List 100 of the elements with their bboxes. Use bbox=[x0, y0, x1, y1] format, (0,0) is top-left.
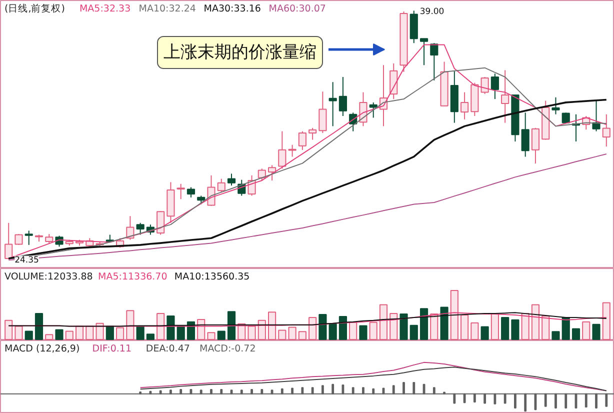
bar bbox=[379, 304, 388, 340]
bar bbox=[14, 326, 23, 340]
candlestick bbox=[217, 178, 226, 193]
bar bbox=[440, 306, 448, 340]
candlestick bbox=[136, 222, 144, 236]
bar bbox=[116, 327, 124, 340]
candlestick bbox=[298, 130, 306, 150]
bar bbox=[4, 320, 13, 340]
bar bbox=[96, 322, 104, 340]
candlestick bbox=[390, 62, 398, 100]
bar bbox=[410, 324, 418, 340]
candlestick bbox=[288, 144, 296, 158]
candlestick bbox=[268, 164, 276, 181]
bar bbox=[572, 328, 580, 340]
bar bbox=[86, 326, 94, 340]
bar bbox=[227, 311, 236, 340]
bar bbox=[126, 310, 134, 340]
candlestick bbox=[4, 222, 13, 260]
bar bbox=[328, 323, 337, 340]
bar bbox=[217, 330, 226, 340]
bar bbox=[34, 313, 44, 340]
candlestick bbox=[480, 76, 489, 94]
bar bbox=[369, 322, 378, 340]
bar bbox=[156, 313, 165, 340]
text: MACD:-0.72 bbox=[200, 344, 256, 354]
candlestick bbox=[318, 91, 327, 134]
candlestick bbox=[430, 42, 438, 81]
candlestick bbox=[531, 127, 540, 164]
bar bbox=[542, 316, 550, 340]
bar bbox=[490, 314, 499, 340]
bar bbox=[146, 334, 154, 340]
candlestick bbox=[460, 92, 469, 120]
bar bbox=[65, 330, 74, 340]
bar bbox=[400, 314, 408, 340]
bar bbox=[602, 302, 610, 340]
bar bbox=[349, 322, 358, 340]
candlestick bbox=[328, 82, 337, 127]
bar bbox=[136, 326, 144, 340]
bar bbox=[390, 313, 398, 340]
bar bbox=[531, 304, 540, 340]
bar bbox=[55, 329, 64, 340]
bar bbox=[460, 314, 469, 340]
bar bbox=[511, 319, 520, 340]
bar bbox=[308, 316, 317, 340]
bar bbox=[24, 330, 33, 340]
candlestick bbox=[156, 210, 165, 236]
bar bbox=[552, 331, 560, 340]
text: DIF:0.11 bbox=[92, 344, 132, 354]
candlestick bbox=[602, 114, 610, 148]
candlestick bbox=[227, 173, 236, 186]
bar bbox=[338, 316, 348, 340]
annotation: 39.00 bbox=[420, 7, 444, 18]
bar bbox=[45, 334, 54, 340]
chart-title: (日线,前复权) bbox=[4, 2, 65, 14]
bar bbox=[470, 322, 479, 340]
bar bbox=[106, 326, 114, 340]
bar bbox=[450, 290, 458, 340]
bar bbox=[420, 308, 428, 340]
text: MA10:32.24 bbox=[138, 4, 196, 14]
text: MA5:32.33 bbox=[79, 4, 131, 14]
candlestick bbox=[278, 130, 286, 170]
candlestick bbox=[176, 183, 185, 200]
bar bbox=[268, 312, 276, 340]
candlestick bbox=[45, 234, 54, 244]
bar bbox=[562, 316, 570, 340]
candlestick bbox=[521, 112, 530, 158]
bar bbox=[430, 314, 438, 340]
chart-title: VOLUME:12033.88 bbox=[4, 272, 93, 282]
bar bbox=[176, 326, 185, 340]
bar bbox=[207, 332, 216, 340]
bar bbox=[258, 320, 266, 340]
candlestick bbox=[186, 186, 196, 198]
bar bbox=[480, 326, 489, 340]
candlestick bbox=[308, 127, 317, 140]
bar bbox=[592, 324, 600, 340]
candlestick bbox=[501, 70, 510, 124]
candlestick bbox=[420, 38, 428, 66]
candlestick bbox=[24, 230, 33, 246]
chart-title: MACD (12,26,9) bbox=[4, 344, 80, 354]
bar bbox=[521, 313, 530, 340]
bar bbox=[278, 330, 286, 340]
annotation: 上涨末期的价涨量缩 bbox=[164, 42, 316, 62]
text: MA30:33.16 bbox=[204, 4, 261, 14]
bar bbox=[501, 316, 510, 340]
bar bbox=[582, 321, 590, 340]
bar bbox=[359, 325, 368, 340]
candlestick bbox=[552, 96, 560, 115]
bar bbox=[288, 326, 296, 340]
bar bbox=[248, 326, 256, 340]
candlestick bbox=[14, 234, 23, 246]
text: DEA:0.47 bbox=[146, 344, 190, 354]
annotation: 24.35 bbox=[14, 256, 39, 266]
candlestick bbox=[490, 73, 499, 100]
text: MA5:11336.70 bbox=[98, 272, 168, 282]
text: MA10:13560.35 bbox=[174, 272, 250, 282]
candlestick bbox=[338, 76, 348, 117]
bar bbox=[166, 316, 175, 340]
bar bbox=[75, 326, 84, 340]
text: MA60:30.07 bbox=[268, 4, 326, 14]
bar bbox=[298, 331, 306, 340]
